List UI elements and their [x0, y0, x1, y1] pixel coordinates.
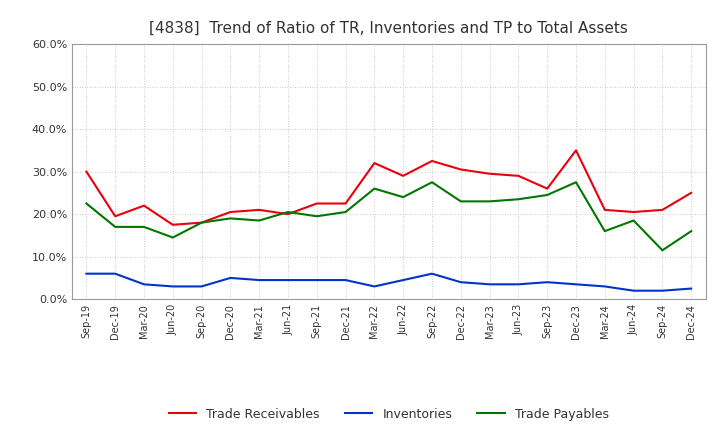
Line: Inventories: Inventories: [86, 274, 691, 291]
Trade Receivables: [370, 161, 379, 166]
Line: Trade Receivables: Trade Receivables: [86, 150, 691, 225]
Trade Receivables: [514, 173, 523, 179]
Trade Receivables: [658, 207, 667, 213]
Inventories: [82, 271, 91, 276]
Inventories: [456, 279, 465, 285]
Inventories: [428, 271, 436, 276]
Trade Payables: [255, 218, 264, 223]
Trade Payables: [111, 224, 120, 230]
Trade Receivables: [255, 207, 264, 213]
Trade Payables: [485, 199, 494, 204]
Trade Receivables: [284, 212, 292, 217]
Inventories: [514, 282, 523, 287]
Inventories: [572, 282, 580, 287]
Trade Payables: [687, 228, 696, 234]
Trade Receivables: [140, 203, 148, 208]
Trade Receivables: [687, 190, 696, 195]
Trade Receivables: [543, 186, 552, 191]
Trade Receivables: [456, 167, 465, 172]
Trade Payables: [428, 180, 436, 185]
Trade Payables: [456, 199, 465, 204]
Inventories: [485, 282, 494, 287]
Trade Payables: [226, 216, 235, 221]
Trade Receivables: [197, 220, 206, 225]
Trade Payables: [370, 186, 379, 191]
Trade Receivables: [82, 169, 91, 174]
Inventories: [226, 275, 235, 281]
Trade Payables: [284, 209, 292, 215]
Inventories: [543, 279, 552, 285]
Trade Payables: [341, 209, 350, 215]
Trade Payables: [312, 214, 321, 219]
Inventories: [284, 278, 292, 283]
Inventories: [197, 284, 206, 289]
Inventories: [168, 284, 177, 289]
Inventories: [312, 278, 321, 283]
Trade Receivables: [629, 209, 638, 215]
Trade Receivables: [600, 207, 609, 213]
Trade Receivables: [312, 201, 321, 206]
Trade Payables: [168, 235, 177, 240]
Trade Payables: [543, 192, 552, 198]
Trade Receivables: [485, 171, 494, 176]
Trade Receivables: [341, 201, 350, 206]
Inventories: [600, 284, 609, 289]
Inventories: [140, 282, 148, 287]
Inventories: [687, 286, 696, 291]
Trade Payables: [514, 197, 523, 202]
Inventories: [111, 271, 120, 276]
Trade Receivables: [226, 209, 235, 215]
Trade Payables: [629, 218, 638, 223]
Trade Payables: [658, 248, 667, 253]
Line: Trade Payables: Trade Payables: [86, 182, 691, 250]
Inventories: [658, 288, 667, 293]
Inventories: [341, 278, 350, 283]
Trade Receivables: [572, 148, 580, 153]
Trade Payables: [399, 194, 408, 200]
Inventories: [255, 278, 264, 283]
Trade Payables: [140, 224, 148, 230]
Trade Receivables: [428, 158, 436, 164]
Inventories: [399, 278, 408, 283]
Inventories: [629, 288, 638, 293]
Trade Receivables: [168, 222, 177, 227]
Trade Receivables: [399, 173, 408, 179]
Title: [4838]  Trend of Ratio of TR, Inventories and TP to Total Assets: [4838] Trend of Ratio of TR, Inventories…: [149, 21, 629, 36]
Trade Payables: [572, 180, 580, 185]
Trade Payables: [600, 228, 609, 234]
Trade Receivables: [111, 214, 120, 219]
Trade Payables: [82, 201, 91, 206]
Legend: Trade Receivables, Inventories, Trade Payables: Trade Receivables, Inventories, Trade Pa…: [164, 403, 613, 425]
Inventories: [370, 284, 379, 289]
Trade Payables: [197, 220, 206, 225]
